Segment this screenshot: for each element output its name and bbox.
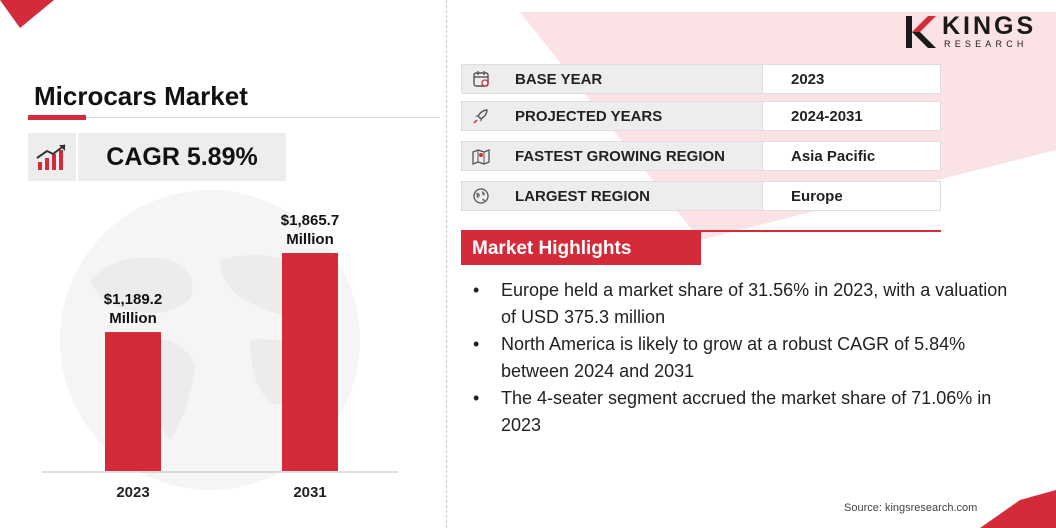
growth-chart-icon bbox=[28, 133, 76, 181]
column-divider bbox=[446, 0, 447, 528]
map-icon bbox=[461, 141, 499, 171]
globe-icon bbox=[461, 181, 499, 211]
info-value: Europe bbox=[763, 181, 941, 211]
calendar-icon bbox=[461, 64, 499, 94]
kings-research-logo bbox=[906, 16, 936, 48]
source-note: Source: kingsresearch.com bbox=[844, 502, 978, 514]
title-underline bbox=[28, 117, 440, 118]
highlights-rule bbox=[461, 230, 941, 232]
data-label-2023-1: Million bbox=[109, 310, 157, 327]
x-tick-label-2023: 2023 bbox=[116, 484, 149, 501]
data-label-2023-0: $1,189.2 bbox=[104, 291, 162, 308]
page-title: Microcars Market bbox=[34, 81, 248, 111]
list-item: The 4-seater segment accrued the market … bbox=[470, 385, 1010, 439]
brand-name: KINGS bbox=[942, 12, 1037, 40]
list-item: Europe held a market share of 31.56% in … bbox=[470, 277, 1010, 331]
info-label: FASTEST GROWING REGION bbox=[499, 141, 763, 171]
info-label: LARGEST REGION bbox=[499, 181, 763, 211]
info-row-largest-region: LARGEST REGION Europe bbox=[461, 181, 941, 211]
data-label-2031-0: $1,865.7 bbox=[281, 212, 339, 229]
brand-tagline: RESEARCH bbox=[944, 39, 1028, 49]
info-row-fastest-region: FASTEST GROWING REGION Asia Pacific bbox=[461, 141, 941, 171]
data-label-2031-1: Million bbox=[286, 231, 334, 248]
info-row-projected-years: PROJECTED YEARS 2024-2031 bbox=[461, 101, 941, 131]
info-row-base-year: BASE YEAR 2023 bbox=[461, 64, 941, 94]
info-label: PROJECTED YEARS bbox=[499, 101, 763, 131]
bar-chart: $1,189.2 Million 2023 $1,865.7 Million 2031 bbox=[42, 212, 398, 501]
bar-2031 bbox=[282, 253, 338, 471]
highlights-list: Europe held a market share of 31.56% in … bbox=[470, 277, 1010, 439]
info-value: 2023 bbox=[763, 64, 941, 94]
cagr-value: CAGR 5.89% bbox=[78, 133, 286, 181]
title-accent bbox=[28, 115, 86, 120]
info-label: BASE YEAR bbox=[499, 64, 763, 94]
highlights-heading: Market Highlights bbox=[461, 232, 701, 265]
info-value: Asia Pacific bbox=[763, 141, 941, 171]
x-tick-label-2031: 2031 bbox=[293, 484, 326, 501]
rocket-icon bbox=[461, 101, 499, 131]
bar-2023 bbox=[105, 332, 161, 471]
info-value: 2024-2031 bbox=[763, 101, 941, 131]
list-item: North America is likely to grow at a rob… bbox=[470, 331, 1010, 385]
